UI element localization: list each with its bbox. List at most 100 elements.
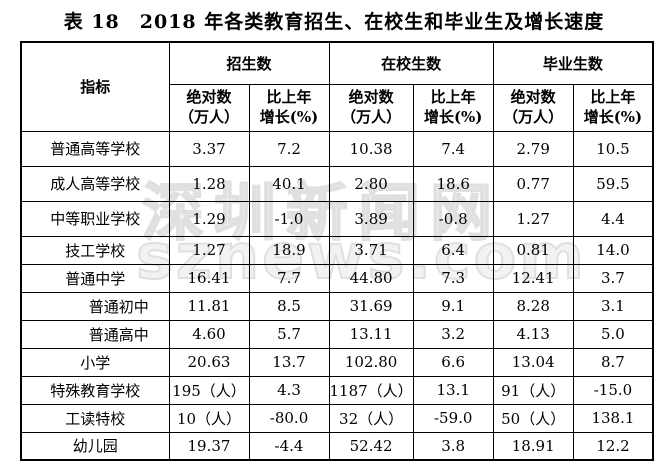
value-cell: 8.28	[492, 291, 574, 321]
value-cell: 16.41	[168, 263, 250, 293]
table-body: 普通高等学校 3.37 7.2 10.38 7.4 2.79 10.5 成人高等学校 1.28 4…	[20, 130, 654, 461]
group-header-students: 在校生数	[328, 41, 494, 85]
value-cell: 1.27	[492, 200, 574, 237]
value-cell: 1187（人）	[328, 375, 414, 405]
table-title: 表 18 2018 年各类教育招生、在校生和毕业生及增长速度	[63, 11, 605, 33]
value-cell: 1.29	[168, 200, 250, 237]
indicator-cell: 普通初中	[20, 291, 170, 321]
header-group-row: 指标 招生数 在校生数 毕业生数	[20, 41, 654, 132]
value-cell: -4.4	[248, 431, 330, 461]
table-row: 普通高等学校 3.37 7.2 10.38 7.4 2.79 10.5	[20, 130, 654, 167]
subheader-line: 增长(%)	[423, 107, 483, 126]
value-cell: 59.5	[572, 165, 654, 202]
value-cell: 52.42	[328, 431, 414, 461]
table-row: 普通中学 16.41 7.7 44.80 7.3 12.41 3.7	[20, 263, 654, 293]
table-row: 工读特校 10（人） -80.0 32（人） -59.0 50（人） 138.1	[20, 403, 654, 433]
subheader-students-growth: 比上年 增长(%)	[412, 83, 494, 132]
value-cell: 13.7	[248, 347, 330, 377]
subheader-graduates-growth: 比上年 增长(%)	[572, 83, 654, 132]
value-cell: 9.1	[412, 291, 494, 321]
group-header-enrollment: 招生数	[168, 41, 330, 85]
subheader-graduates-absolute: 绝对数 （万人）	[492, 83, 574, 132]
subheader-line: （万人）	[503, 107, 564, 126]
value-cell: 3.8	[412, 431, 494, 461]
value-cell: -80.0	[248, 403, 330, 433]
value-cell: 3.37	[168, 130, 250, 167]
group-header-graduates: 毕业生数	[492, 41, 654, 85]
value-cell: 50（人）	[492, 403, 574, 433]
value-cell: 10.5	[572, 130, 654, 167]
value-cell: 18.91	[492, 431, 574, 461]
subheader-line: 绝对数	[186, 88, 232, 106]
subheader-line: 比上年	[590, 88, 636, 106]
value-cell: 4.60	[168, 319, 250, 349]
value-cell: 11.81	[168, 291, 250, 321]
table-row: 普通高中 4.60 5.7 13.11 3.2 4.13 5.0	[20, 319, 654, 349]
value-cell: 7.7	[248, 263, 330, 293]
value-cell: 5.0	[572, 319, 654, 349]
value-cell: 91（人）	[492, 375, 574, 405]
value-cell: 44.80	[328, 263, 414, 293]
subheader-enrollment-absolute: 绝对数 （万人）	[168, 83, 250, 132]
indicator-cell: 特殊教育学校	[20, 375, 170, 405]
value-cell: 3.1	[572, 291, 654, 321]
value-cell: 1.27	[168, 235, 250, 265]
value-cell: 3.89	[328, 200, 414, 237]
value-cell: 31.69	[328, 291, 414, 321]
value-cell: 10.38	[328, 130, 414, 167]
value-cell: 7.2	[248, 130, 330, 167]
table-row: 普通初中 11.81 8.5 31.69 9.1 8.28 3.1	[20, 291, 654, 321]
subheader-line: 比上年	[430, 88, 476, 106]
value-cell: 10（人）	[168, 403, 250, 433]
subheader-line: 绝对数	[510, 88, 556, 106]
value-cell: 32（人）	[328, 403, 414, 433]
value-cell: -0.8	[412, 200, 494, 237]
value-cell: 195（人）	[168, 375, 250, 405]
value-cell: 6.6	[412, 347, 494, 377]
indicator-cell: 普通高等学校	[20, 130, 170, 167]
value-cell: 138.1	[572, 403, 654, 433]
indicator-cell: 小学	[20, 347, 170, 377]
value-cell: 3.71	[328, 235, 414, 265]
subheader-line: 增长(%)	[583, 107, 643, 126]
value-cell: 13.11	[328, 319, 414, 349]
subheader-line: 绝对数	[348, 88, 394, 106]
value-cell: 18.9	[248, 235, 330, 265]
value-cell: 8.7	[572, 347, 654, 377]
value-cell: 7.4	[412, 130, 494, 167]
value-cell: 0.81	[492, 235, 574, 265]
subheader-line: （万人）	[341, 107, 402, 126]
value-cell: 4.4	[572, 200, 654, 237]
table-row: 特殊教育学校 195（人） 4.3 1187（人） 13.1 91（人） -15.0	[20, 375, 654, 405]
statistics-table: 指标 招生数 在校生数 毕业生数 绝对数 （万人） 比上年 增长(%) 绝	[20, 41, 655, 461]
indicator-cell: 普通中学	[20, 263, 170, 293]
value-cell: 18.6	[412, 165, 494, 202]
indicator-header-cell: 指标	[20, 41, 170, 132]
value-cell: 4.3	[248, 375, 330, 405]
header-sub-row: 绝对数 （万人） 比上年 增长(%) 绝对数 （万人） 比上年 增长(%)	[21, 83, 654, 132]
value-cell: 12.2	[572, 431, 654, 461]
value-cell: 6.4	[412, 235, 494, 265]
value-cell: -1.0	[248, 200, 330, 237]
indicator-cell: 成人高等学校	[20, 165, 170, 202]
value-cell: -59.0	[412, 403, 494, 433]
value-cell: 2.80	[328, 165, 414, 202]
subheader-line: 比上年	[266, 88, 312, 106]
value-cell: 0.77	[492, 165, 574, 202]
value-cell: 14.0	[572, 235, 654, 265]
value-cell: 13.1	[412, 375, 494, 405]
value-cell: 3.2	[412, 319, 494, 349]
indicator-cell: 中等职业学校	[20, 200, 170, 237]
indicator-cell: 普通高中	[20, 319, 170, 349]
value-cell: 5.7	[248, 319, 330, 349]
value-cell: 19.37	[168, 431, 250, 461]
table-row: 幼儿园 19.37 -4.4 52.42 3.8 18.91 12.2	[20, 431, 654, 461]
value-cell: 1.28	[168, 165, 250, 202]
value-cell: 8.5	[248, 291, 330, 321]
table-row: 中等职业学校 1.29 -1.0 3.89 -0.8 1.27 4.4	[20, 200, 654, 237]
table-row: 小学 20.63 13.7 102.80 6.6 13.04 8.7	[20, 347, 654, 377]
value-cell: 12.41	[492, 263, 574, 293]
subheader-enrollment-growth: 比上年 增长(%)	[248, 83, 330, 132]
table-row: 成人高等学校 1.28 40.1 2.80 18.6 0.77 59.5	[20, 165, 654, 202]
